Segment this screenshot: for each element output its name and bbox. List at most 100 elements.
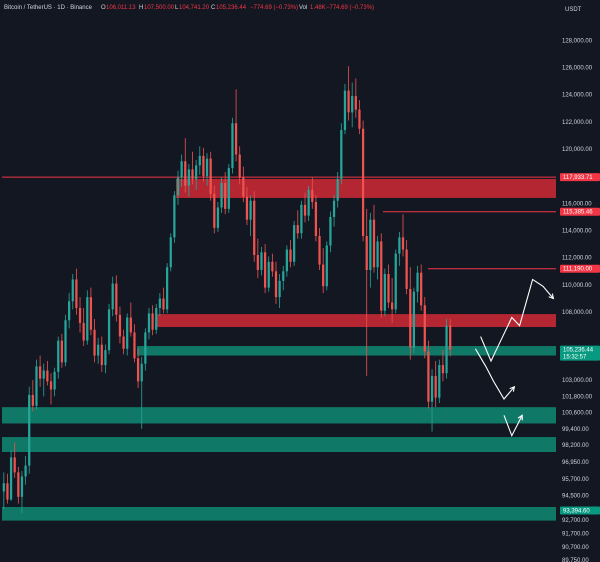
candle-body	[13, 457, 16, 473]
candle-body	[184, 161, 187, 186]
candle-body	[35, 366, 38, 406]
price-tag-label: 93,394.60	[563, 508, 590, 514]
candle-body	[9, 457, 13, 500]
candle-body	[176, 177, 180, 196]
candle-body	[412, 291, 416, 348]
support-zone	[2, 437, 556, 452]
candle-body	[198, 155, 201, 166]
price-tick-label: 114,000.00	[562, 229, 592, 235]
projection-arrows-layer	[474, 278, 555, 438]
support-zone	[2, 507, 556, 521]
price-tick-label: 96,950.00	[562, 460, 589, 466]
candle-body	[227, 168, 230, 209]
candle-body	[380, 241, 383, 311]
price-tick-label: 101,800.00	[562, 394, 593, 400]
candle-body	[296, 225, 299, 234]
ohlc-high-label: H	[139, 5, 143, 11]
price-tag-label: 115,385.46	[563, 210, 593, 216]
candle-body	[133, 332, 136, 359]
ohlc-close-value: 105,236.44	[216, 5, 247, 11]
candle-body	[293, 225, 296, 262]
candle-body	[300, 204, 303, 234]
projection-arrowhead	[548, 293, 555, 300]
candle-body	[129, 317, 132, 333]
ohlc-close-label: C	[211, 5, 216, 11]
candle-body	[49, 381, 53, 390]
candle-body	[398, 237, 401, 254]
price-tag	[560, 173, 600, 182]
candle-body	[68, 301, 71, 321]
candle-body	[234, 123, 238, 155]
candle-body	[89, 297, 93, 330]
projection-arrowhead	[509, 385, 516, 392]
volume-value: 1.48K	[310, 5, 326, 11]
candle-body	[151, 313, 154, 330]
resistance-zone	[176, 178, 556, 198]
price-tag-label: 111,190.00	[563, 267, 593, 273]
candle-body	[231, 123, 234, 169]
candle-body	[53, 371, 56, 390]
projection-path	[480, 278, 554, 363]
candle-body	[75, 279, 78, 308]
candle-body	[144, 332, 147, 364]
price-tick-label: 95,700.00	[562, 477, 589, 483]
price-tag-label: 105,236.44	[563, 348, 594, 354]
candle-body	[322, 264, 325, 287]
price-tick-label: 91,700.00	[562, 532, 589, 538]
candle-body	[420, 272, 423, 306]
candle-body	[82, 322, 85, 341]
candle-body	[416, 272, 419, 292]
candle-body	[390, 302, 394, 310]
candle-body	[187, 169, 191, 186]
price-tick-label: 98,200.00	[562, 443, 589, 449]
candle-body	[86, 297, 89, 341]
candle-body	[256, 255, 259, 270]
price-axis[interactable]: 128,000.00 126,000.00 124,000.00 122,000.00…	[562, 38, 593, 562]
candle-body	[285, 249, 289, 272]
candle-body	[46, 370, 49, 382]
candle-body	[158, 298, 161, 308]
candle-body	[336, 178, 339, 201]
candle-body	[347, 90, 350, 113]
candle-body	[361, 128, 365, 236]
candle-body	[340, 130, 343, 179]
candle-body	[169, 237, 172, 268]
ohlc-high-value: 107,500.00	[144, 5, 175, 11]
candle-body	[93, 329, 96, 356]
price-tick-label: 89,750.00	[562, 558, 589, 562]
candle-body	[97, 344, 100, 356]
candle-body	[325, 245, 328, 287]
candles-layer	[2, 66, 452, 514]
candle-body	[274, 271, 278, 298]
candle-body	[42, 370, 45, 379]
candle-body	[173, 195, 176, 238]
candle-body	[314, 202, 318, 236]
price-tick-label: 103,000.00	[562, 378, 593, 384]
price-tick-label: 100,600.00	[562, 411, 593, 417]
candle-body	[224, 183, 227, 209]
candle-body	[111, 283, 114, 310]
candle-body	[253, 200, 256, 256]
symbol-title[interactable]: Bitcoin / TetherUS · 1D · Binance	[4, 5, 93, 11]
candle-body	[147, 313, 151, 333]
candle-body	[358, 109, 361, 129]
projection-path	[503, 415, 523, 438]
resistance-zone	[157, 314, 556, 328]
price-tag	[560, 506, 600, 515]
projection-arrowhead	[517, 414, 523, 421]
candle-body	[213, 193, 216, 228]
candle-body	[245, 196, 249, 220]
candle-body	[28, 394, 31, 466]
candle-body	[387, 274, 390, 303]
candle-body	[394, 253, 397, 310]
candle-body	[216, 207, 220, 228]
candle-body	[17, 472, 20, 497]
candle-body	[449, 325, 452, 350]
ohlc-low-value: 104,741.20	[179, 5, 210, 11]
price-tick-label: 110,000.00	[562, 283, 592, 289]
candle-body	[441, 365, 445, 374]
currency-label[interactable]: USDT	[565, 7, 582, 13]
